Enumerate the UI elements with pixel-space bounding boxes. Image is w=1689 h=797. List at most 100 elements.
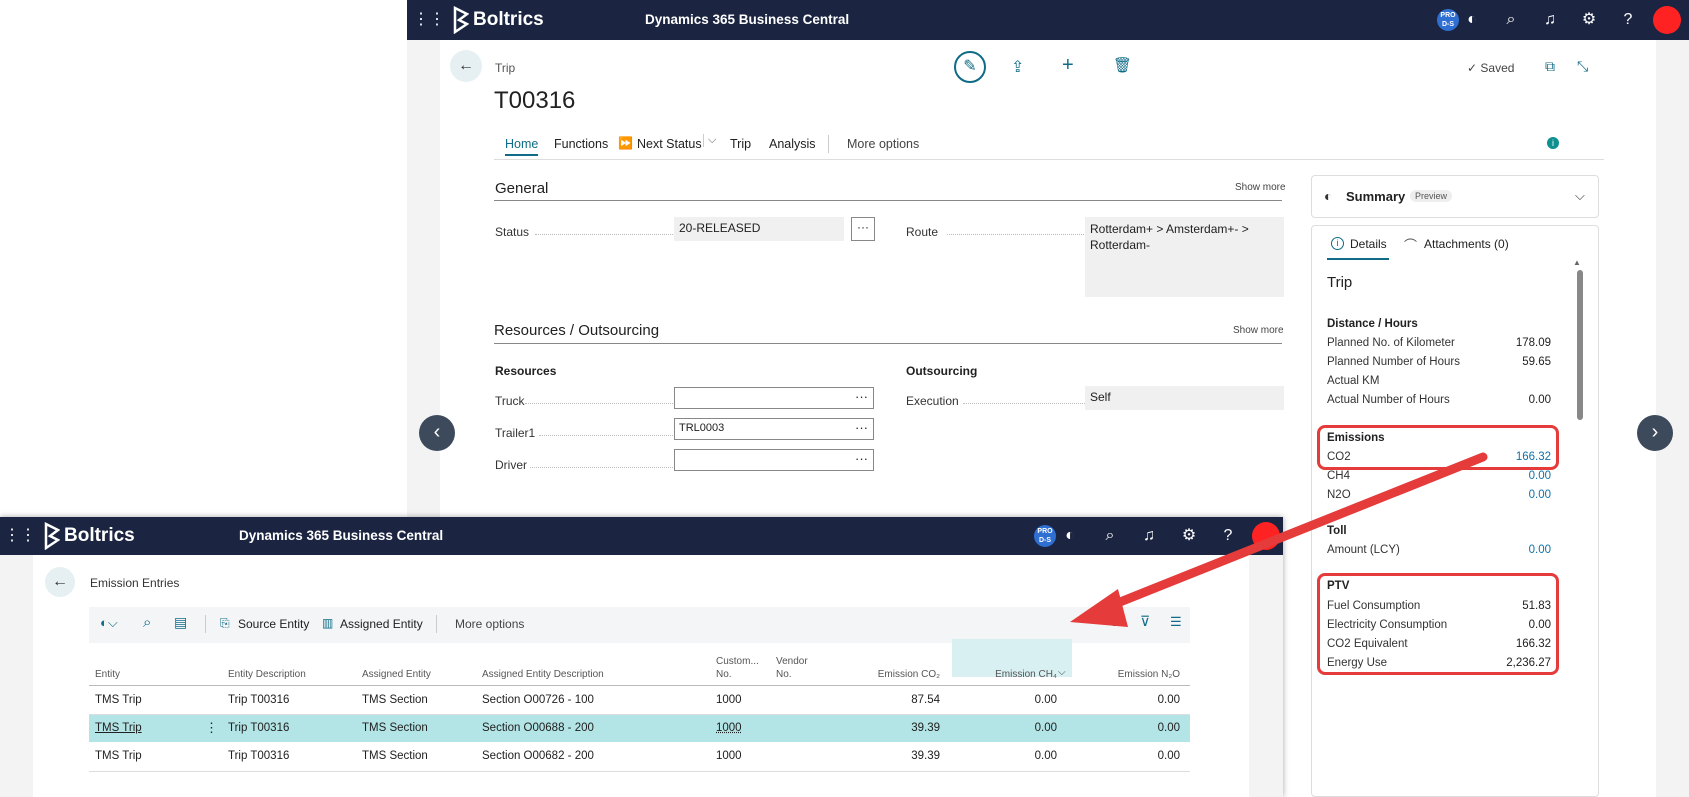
resources-section-title[interactable]: Resources / Outsourcing — [494, 322, 660, 339]
tab-attachments[interactable]: Attachments (0) — [1424, 237, 1509, 251]
arrow-shaft — [1095, 452, 1488, 615]
resources-show-more[interactable]: Show more — [1233, 325, 1284, 336]
page-title: T00316 — [494, 87, 576, 114]
amount-value[interactable]: 0.00 — [1528, 544, 1551, 556]
more-options-button[interactable]: More options — [455, 617, 525, 631]
edit-button[interactable]: ✎ — [954, 51, 986, 83]
tab-details-underline — [1327, 258, 1389, 260]
col-entity-description[interactable]: Entity Description — [228, 669, 306, 680]
col-entity[interactable]: Entity — [95, 669, 121, 680]
open-new-window-icon[interactable]: ⧉ — [1545, 58, 1555, 74]
col-assigned-entity-description[interactable]: Assigned Entity Description — [482, 669, 604, 680]
sort-chevron-icon[interactable]: ⌵ — [1058, 667, 1066, 678]
n2o-value[interactable]: 0.00 — [1528, 489, 1551, 501]
cell-entity-description: Trip T00316 — [228, 694, 290, 706]
status-lookup-button[interactable]: ··· — [851, 217, 875, 241]
filter-icon[interactable]: ⊽ — [1140, 613, 1151, 629]
app-launcher-icon[interactable]: ⋮⋮ — [4, 527, 36, 544]
row-actions-icon[interactable]: ⋮ — [205, 720, 218, 735]
driver-lookup-icon[interactable]: ··· — [855, 451, 868, 466]
tab-home[interactable]: Home — [505, 137, 539, 156]
table-row[interactable]: TMS Trip Trip T00316 TMS Section Section… — [89, 686, 1190, 714]
table-row[interactable]: TMS Trip Trip T00316 TMS Section Section… — [89, 743, 1190, 771]
previous-record-button[interactable]: ‹ — [419, 415, 455, 451]
row-divider — [89, 771, 1190, 772]
edit-list-icon[interactable]: ▤ — [174, 614, 188, 630]
factbox-scrollbar[interactable] — [1577, 270, 1583, 420]
cell-emission-co2: 39.39 — [911, 750, 940, 762]
help-icon[interactable]: ? — [1223, 527, 1233, 544]
driver-label: Driver — [495, 458, 527, 472]
tab-next-status[interactable]: Next Status — [637, 137, 702, 151]
trailer-field[interactable]: TRL0003 ··· — [674, 418, 874, 440]
cell-emission-ch4: 0.00 — [1034, 722, 1057, 734]
back-button[interactable]: ← — [450, 50, 482, 82]
truck-label: Truck — [495, 394, 525, 408]
ptv-heading: PTV — [1327, 580, 1350, 592]
scroll-up-icon[interactable]: ▲ — [1573, 258, 1581, 267]
trailer-lookup-icon[interactable]: ··· — [855, 420, 868, 435]
delete-icon[interactable]: 🗑 — [1113, 57, 1133, 74]
driver-field[interactable]: ··· — [674, 449, 874, 471]
chevron-down-icon[interactable]: ⌵ — [1575, 188, 1585, 203]
avatar[interactable] — [1653, 6, 1681, 34]
actual-km-label: Actual KM — [1327, 375, 1380, 387]
tab-more-options[interactable]: More options — [847, 137, 920, 151]
table-row-selected[interactable]: TMS Trip ⋮ Trip T00316 TMS Section Secti… — [89, 715, 1190, 742]
tab-functions[interactable]: Functions — [554, 137, 609, 151]
toolbar — [89, 607, 1190, 643]
bell-icon[interactable]: ♫ — [1143, 527, 1155, 544]
route-field[interactable]: Rotterdam+ > Amsterdam+- > Rotterdam- — [1085, 217, 1284, 297]
share-icon[interactable]: ⇪ — [1011, 59, 1025, 76]
search-icon[interactable]: ⌕ — [1105, 527, 1115, 544]
help-icon[interactable]: ? — [1623, 11, 1633, 28]
bell-icon[interactable]: ♫ — [1544, 11, 1556, 28]
copilot-dropdown-icon[interactable]: ◐⌵ — [100, 615, 118, 630]
col-assigned-entity[interactable]: Assigned Entity — [362, 669, 431, 680]
cell-entity: TMS Trip — [95, 694, 142, 706]
list-view-icon[interactable]: ☰ — [1170, 614, 1182, 629]
general-show-more[interactable]: Show more — [1235, 182, 1286, 193]
emissions-heading: Emissions — [1327, 432, 1385, 444]
cell-entity-link[interactable]: TMS Trip — [95, 722, 142, 734]
gear-icon[interactable]: ⚙ — [1581, 11, 1597, 28]
col-emission-ch4[interactable]: Emission CH₄ — [995, 669, 1057, 680]
col-emission-n2o[interactable]: Emission N₂O — [1117, 669, 1180, 680]
environment-badge[interactable]: PRO D-S — [1034, 525, 1056, 547]
search-icon[interactable]: ⌕ — [1506, 11, 1516, 28]
brand-name: Boltrics — [473, 9, 544, 30]
copilot-icon[interactable]: ◐ — [1065, 527, 1075, 544]
source-entity-icon: ⎘ — [220, 616, 230, 630]
tab-analysis[interactable]: Analysis — [769, 137, 816, 151]
app-launcher-icon[interactable]: ⋮⋮ — [413, 11, 445, 28]
col-vendor-no[interactable]: Vendor No. — [776, 655, 808, 681]
environment-badge[interactable]: PRO D-S — [1437, 9, 1459, 31]
ch4-value[interactable]: 0.00 — [1528, 470, 1551, 482]
new-icon[interactable]: + — [1062, 54, 1074, 76]
next-record-button[interactable]: › — [1637, 415, 1673, 451]
copilot-icon[interactable]: ◐ — [1467, 11, 1477, 28]
col-emission-co2[interactable]: Emission CO₂ — [877, 669, 940, 680]
n2o-label: N2O — [1327, 489, 1351, 501]
search-icon[interactable]: ⌕ — [143, 614, 152, 631]
status-field[interactable]: 20-RELEASED — [674, 217, 844, 241]
general-section-title[interactable]: General — [495, 180, 549, 197]
gear-icon[interactable]: ⚙ — [1181, 527, 1197, 544]
execution-field[interactable]: Self — [1085, 386, 1284, 410]
source-entity-button[interactable]: Source Entity — [238, 617, 310, 631]
info-icon[interactable]: i — [1547, 137, 1559, 149]
summary-header-card[interactable]: ◐ Summary Preview ⌵ — [1311, 175, 1599, 218]
assigned-entity-button[interactable]: Assigned Entity — [340, 617, 423, 631]
tab-details[interactable]: Details — [1350, 237, 1387, 251]
tab-trip[interactable]: Trip — [730, 137, 752, 151]
tabs-divider — [494, 159, 1604, 160]
cell-customer-no[interactable]: 1000 — [716, 722, 742, 734]
back-button[interactable]: ← — [45, 567, 75, 597]
col-customer-no[interactable]: Custom... No. — [716, 655, 759, 681]
truck-field[interactable]: ··· — [674, 387, 874, 409]
header-divider — [89, 685, 1190, 686]
collapse-icon[interactable]: ⤡ — [1577, 58, 1589, 74]
truck-lookup-icon[interactable]: ··· — [855, 389, 868, 404]
co2-value[interactable]: 166.32 — [1515, 451, 1551, 463]
chevron-down-icon[interactable]: ⌵ — [703, 134, 716, 147]
